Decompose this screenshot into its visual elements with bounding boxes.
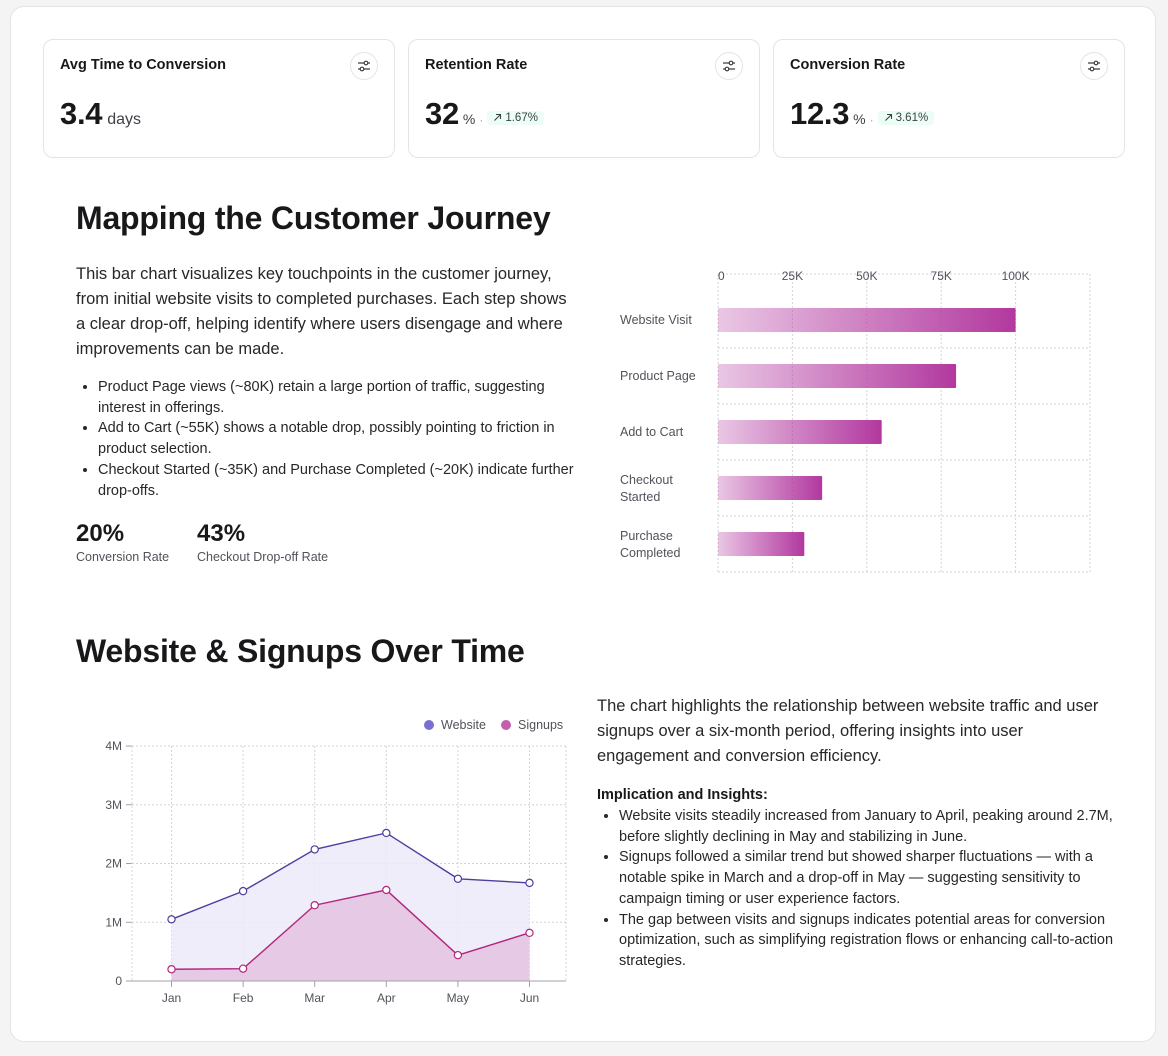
- y-tick-label: 2M: [105, 857, 122, 871]
- change-badge: 3.61%: [877, 110, 935, 125]
- x-tick-label: Feb: [233, 991, 254, 1005]
- journey-bullets: Product Page views (~80K) retain a large…: [77, 377, 578, 501]
- x-tick-label: Jan: [162, 991, 181, 1005]
- kpi-title: Avg Time to Conversion: [60, 57, 226, 73]
- legend-label: Signups: [518, 718, 563, 732]
- x-tick-label: 0: [718, 269, 725, 283]
- y-category-label: Add to Cart: [620, 425, 684, 439]
- kpi-value: 12.3: [790, 96, 850, 131]
- journey-description: This bar chart visualizes key touchpoint…: [76, 265, 567, 358]
- sliders-icon[interactable]: [1080, 52, 1108, 80]
- stat-value: 20%: [76, 520, 125, 547]
- change-value: 3.61%: [895, 111, 929, 124]
- list-item: Add to Cart (~55K) shows a notable drop,…: [98, 418, 578, 459]
- separator-dot: ·: [479, 113, 484, 127]
- website-signups-chart: 0 1M 2M 3M 4M Jan Feb Mar Apr May Jun Website Signup…: [105, 718, 567, 1005]
- x-tick-label: Mar: [304, 991, 325, 1005]
- funnel-bar-chart: 0 25K 50K 75K 100K Website Visit Product Page A…: [620, 269, 1091, 573]
- kpi-card-conversion: Conversion Rate 12.3 % · 3.61%: [773, 39, 1125, 158]
- kpi-title: Retention Rate: [425, 57, 528, 73]
- insights-bullets: Website visits steadily increased from J…: [598, 806, 1119, 972]
- data-point: [167, 965, 176, 974]
- x-tick-label: 100K: [1002, 269, 1030, 283]
- kpi-value: 32: [425, 96, 459, 131]
- sliders-icon[interactable]: [350, 52, 378, 80]
- change-value: 1.67%: [505, 111, 538, 124]
- kpi-card-avg-time: Avg Time to Conversion 3.4 days: [43, 39, 395, 158]
- list-item: Signups followed a similar trend but sho…: [619, 847, 1119, 909]
- y-category-label: Checkout Started: [620, 473, 673, 504]
- list-item: The gap between visits and signups indic…: [619, 910, 1119, 972]
- y-category-label: Purchase Completed: [620, 529, 680, 560]
- y-category-label: Website Visit: [620, 313, 692, 327]
- insights-title: Implication and Insights:: [597, 787, 768, 803]
- data-point: [382, 885, 391, 895]
- data-point: [525, 878, 534, 888]
- kpi-unit: %: [853, 111, 866, 127]
- separator-dot: ·: [869, 113, 874, 127]
- y-tick-label: 4M: [105, 739, 122, 753]
- x-tick-label: Jun: [520, 991, 539, 1005]
- kpi-card-retention: Retention Rate 32 % · 1.67%: [408, 39, 760, 158]
- list-item: Product Page views (~80K) retain a large…: [98, 377, 578, 418]
- data-point: [238, 964, 248, 973]
- dashboard-card: Avg Time to Conversion 3.4 days Retentio…: [10, 6, 1156, 1042]
- series-area: [171, 889, 530, 981]
- kpi-value: 3.4: [60, 96, 103, 131]
- y-category-label: Product Page: [620, 369, 696, 383]
- stat-conversion: 20% Conversion Rate: [76, 520, 169, 564]
- arrow-up-right-icon: [884, 113, 892, 121]
- funnel-bar: [718, 420, 882, 444]
- data-point: [382, 828, 391, 838]
- x-tick-label: 25K: [782, 269, 803, 283]
- y-tick-label: 1M: [105, 915, 122, 929]
- legend-swatch: [501, 720, 511, 730]
- data-point: [310, 845, 319, 854]
- funnel-bar: [718, 532, 805, 556]
- y-tick-label: 0: [115, 974, 122, 988]
- series-line: [171, 889, 530, 970]
- x-tick-label: 50K: [856, 269, 877, 283]
- data-point: [453, 874, 463, 883]
- stat-label: Checkout Drop-off Rate: [197, 550, 329, 564]
- stat-dropoff: 43% Checkout Drop-off Rate: [197, 520, 328, 564]
- stat-label: Conversion Rate: [76, 550, 170, 564]
- signups-heading: Website & Signups Over Time: [76, 633, 525, 669]
- data-point: [525, 928, 534, 938]
- data-point: [453, 950, 463, 960]
- x-tick-label: 75K: [931, 269, 952, 283]
- signups-description: The chart highlights the relationship be…: [597, 697, 1099, 765]
- change-badge: 1.67%: [487, 110, 544, 125]
- data-point: [238, 886, 248, 896]
- series-line: [171, 832, 530, 920]
- data-point: [310, 901, 319, 910]
- kpi-unit: %: [462, 111, 476, 127]
- legend-swatch: [424, 720, 434, 730]
- stat-value: 43%: [197, 520, 246, 547]
- list-item: Website visits steadily increased from J…: [619, 806, 1119, 847]
- kpi-title: Conversion Rate: [790, 57, 906, 73]
- list-item: Checkout Started (~35K) and Purchase Com…: [98, 460, 578, 501]
- funnel-bar: [718, 308, 1016, 332]
- y-tick-label: 3M: [105, 798, 122, 812]
- data-point: [167, 915, 176, 924]
- sliders-icon[interactable]: [715, 52, 743, 80]
- legend-label: Website: [441, 718, 486, 732]
- journey-heading: Mapping the Customer Journey: [76, 200, 551, 236]
- kpi-unit: days: [107, 111, 141, 128]
- x-tick-label: Apr: [377, 991, 396, 1005]
- funnel-bar: [718, 364, 957, 388]
- x-tick-label: May: [447, 991, 470, 1005]
- funnel-bar: [718, 476, 823, 500]
- arrow-up-right-icon: [494, 113, 502, 121]
